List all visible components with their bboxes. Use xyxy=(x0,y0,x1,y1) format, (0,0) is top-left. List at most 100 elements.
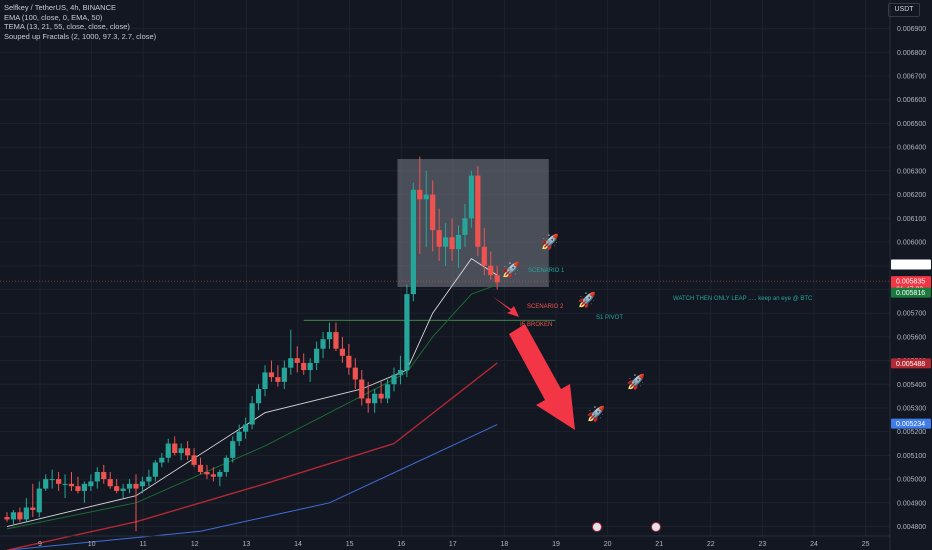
y-tick-label: 0.005300 xyxy=(897,405,926,412)
x-tick-label: 10 xyxy=(88,541,96,548)
candle-body xyxy=(404,294,410,371)
y-tick-label: 0.005000 xyxy=(897,477,926,484)
economic-event-icon xyxy=(592,522,602,532)
x-tick-label: 18 xyxy=(501,541,509,548)
scenario-2-label: SCENARIO 2 xyxy=(527,304,564,310)
candle-body xyxy=(384,384,391,399)
price-axis xyxy=(890,0,932,550)
candle-body xyxy=(468,175,474,219)
candle-body xyxy=(275,377,281,382)
y-tick-label: 0.005600 xyxy=(897,334,926,341)
x-tick-label: 11 xyxy=(140,541,147,548)
candle-body xyxy=(4,517,10,520)
candle-body xyxy=(146,476,152,482)
small-red-arrow xyxy=(492,296,519,317)
x-tick-label: 24 xyxy=(810,541,818,548)
chart-legend: Selfkey / TetherUS, 4h, BINANCE EMA (100… xyxy=(4,3,156,41)
candle-body xyxy=(62,483,68,485)
candle-body xyxy=(152,462,158,477)
scenario-1-label: SCENARIO 1 xyxy=(528,268,565,274)
candle-body xyxy=(455,234,462,250)
y-tick-label: 0.006000 xyxy=(897,239,926,246)
candle-body xyxy=(204,471,210,475)
ema-price-tag-box xyxy=(891,358,931,369)
candle-body xyxy=(114,486,120,491)
currency-unit-button[interactable]: USDT xyxy=(888,3,920,17)
legend-fractals[interactable]: Souped up Fractals (2, 1000, 97.3, 2.7, … xyxy=(4,31,157,41)
fast-line xyxy=(6,257,498,527)
rocket-icon: 🚀 xyxy=(578,291,597,309)
candle-body xyxy=(294,358,300,363)
candle-body xyxy=(217,471,223,477)
candle-body xyxy=(185,448,191,456)
candle-body xyxy=(223,457,229,472)
big-red-arrow xyxy=(509,324,575,430)
candle-body xyxy=(30,507,36,510)
candle-body xyxy=(481,246,487,266)
legend-ema[interactable]: EMA (100, close, 0, EMA, 50) xyxy=(4,12,103,22)
candle-body xyxy=(126,483,133,489)
rocket-icon: 🚀 xyxy=(587,405,606,423)
candle-body xyxy=(172,443,178,454)
candle-body xyxy=(255,388,262,404)
x-tick-label: 23 xyxy=(759,541,767,548)
y-tick-label: 0.006600 xyxy=(897,97,926,104)
candle-body xyxy=(378,393,384,399)
x-tick-label: 15 xyxy=(346,541,354,548)
last-price-tag: 0.005905 xyxy=(896,262,925,269)
x-tick-label: 20 xyxy=(604,541,612,548)
legend-tema[interactable]: TEMA (13, 21, 55, close, close, close) xyxy=(4,22,130,32)
candle-body xyxy=(443,237,449,247)
x-tick-label: 14 xyxy=(294,541,302,548)
last-price-tag-box xyxy=(891,259,931,270)
candle-body xyxy=(346,355,352,368)
economic-event-icon xyxy=(651,522,661,532)
rocket-icon: 🚀 xyxy=(541,233,560,251)
candle-body xyxy=(397,370,404,375)
candle-body xyxy=(488,265,494,276)
candle-body xyxy=(197,464,204,472)
candle-body xyxy=(191,455,197,465)
y-tick-label: 0.006700 xyxy=(897,74,926,81)
y-tick-label: 0.004900 xyxy=(897,500,926,507)
candle-body xyxy=(462,218,468,235)
candle-body xyxy=(423,194,429,200)
candle-body xyxy=(159,457,165,463)
candle-body xyxy=(178,448,184,454)
rocket-icon: 🚀 xyxy=(502,261,521,279)
candle-body xyxy=(494,275,500,283)
candle-body xyxy=(68,483,75,487)
x-tick-label: 21 xyxy=(655,541,663,548)
y-tick-label: 0.006400 xyxy=(897,145,926,152)
candle-body xyxy=(449,237,455,250)
candle-body xyxy=(352,367,358,380)
candle-body xyxy=(417,189,423,200)
candle-body xyxy=(210,474,216,477)
y-tick-label: 0.005200 xyxy=(897,429,926,436)
rocket-icon: 🚀 xyxy=(627,373,646,391)
candle-body xyxy=(333,332,339,349)
candle-body xyxy=(372,393,378,404)
candle-body xyxy=(268,372,275,378)
tema-price-tag: 0.005816 xyxy=(896,290,925,297)
slow-ema-line xyxy=(6,424,498,550)
candle-body xyxy=(10,512,17,520)
candle-body xyxy=(49,479,55,481)
legend-symbol[interactable]: Selfkey / TetherUS, 4h, BINANCE xyxy=(4,3,116,12)
candle-body xyxy=(359,379,365,399)
current-price-tag: 0.005835 xyxy=(896,279,925,286)
x-tick-label: 9 xyxy=(38,541,42,548)
candle-body xyxy=(165,443,171,458)
x-tick-label: 25 xyxy=(862,541,870,548)
candle-body xyxy=(410,189,416,295)
candle-body xyxy=(281,367,287,382)
candle-body xyxy=(139,481,146,487)
y-tick-label: 0.006200 xyxy=(897,192,926,199)
ema-price-tag: 0.005488 xyxy=(896,361,925,368)
y-tick-label: 0.005700 xyxy=(897,311,926,318)
candle-body xyxy=(236,431,242,442)
ema-line xyxy=(6,362,498,550)
watch-note: WATCH THEN ONLY LEAP ..... keep an eye @… xyxy=(673,296,813,302)
candle-body xyxy=(249,403,255,425)
